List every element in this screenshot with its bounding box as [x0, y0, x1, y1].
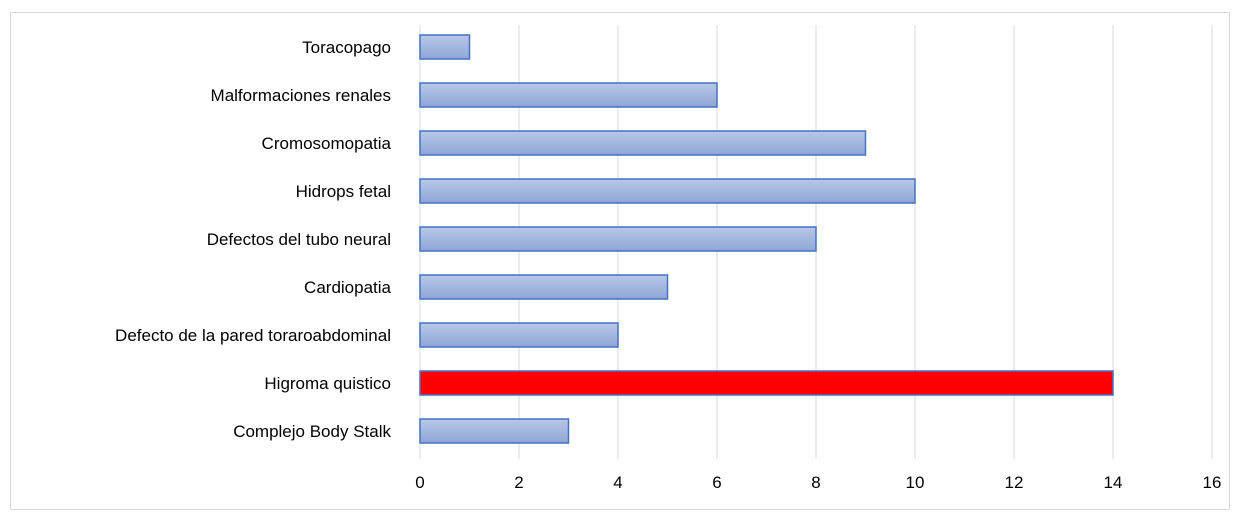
category-label-malformaciones-renales: Malformaciones renales [211, 86, 391, 105]
category-label-cromosomopatia: Cromosomopatia [262, 134, 392, 153]
x-tick-label-6: 6 [712, 473, 721, 492]
bar-hidrops-fetal [419, 178, 916, 204]
category-label-higroma-quistico: Higroma quistico [264, 374, 391, 393]
category-label-cardiopatia: Cardiopatia [304, 278, 391, 297]
bar-cardiopatia [419, 274, 669, 300]
x-tick-label-2: 2 [514, 473, 523, 492]
bar-toracopago [419, 34, 471, 60]
bar-malformaciones-renales [419, 82, 718, 108]
bar-cromosomopatia [419, 130, 867, 156]
x-tick-label-14: 14 [1104, 473, 1123, 492]
x-tick-label-8: 8 [811, 473, 820, 492]
bar-defectos-del-tubo-neural [419, 226, 817, 252]
bar-higroma-quistico [419, 370, 1114, 396]
category-label-hidrops-fetal: Hidrops fetal [296, 182, 391, 201]
bar-chart: Complejo Body Stalk Higroma quistico Defec… [115, 25, 1221, 492]
category-label-defecto-de-la-pared-toraroabdominal: Defecto de la pared toraroabdominal [115, 326, 391, 345]
category-label-defectos-del-tubo-neural: Defectos del tubo neural [207, 230, 391, 249]
x-tick-label-16: 16 [1203, 473, 1222, 492]
category-label-complejo-body-stalk: Complejo Body Stalk [233, 422, 391, 441]
chart-frame: Complejo Body Stalk Higroma quistico Defec… [10, 12, 1230, 510]
category-labels: Complejo Body Stalk Higroma quistico Defec… [115, 38, 391, 441]
x-tick-label-12: 12 [1005, 473, 1024, 492]
x-tick-label-10: 10 [906, 473, 925, 492]
bars [419, 34, 1114, 444]
x-tick-label-4: 4 [613, 473, 622, 492]
x-axis-tick-labels: 0 2 4 6 8 10 12 14 16 [415, 473, 1221, 492]
x-tick-label-0: 0 [415, 473, 424, 492]
bar-defecto-de-la-pared-toraroabdominal [419, 322, 619, 348]
bar-complejo-body-stalk [419, 418, 570, 444]
category-label-toracopago: Toracopago [302, 38, 391, 57]
